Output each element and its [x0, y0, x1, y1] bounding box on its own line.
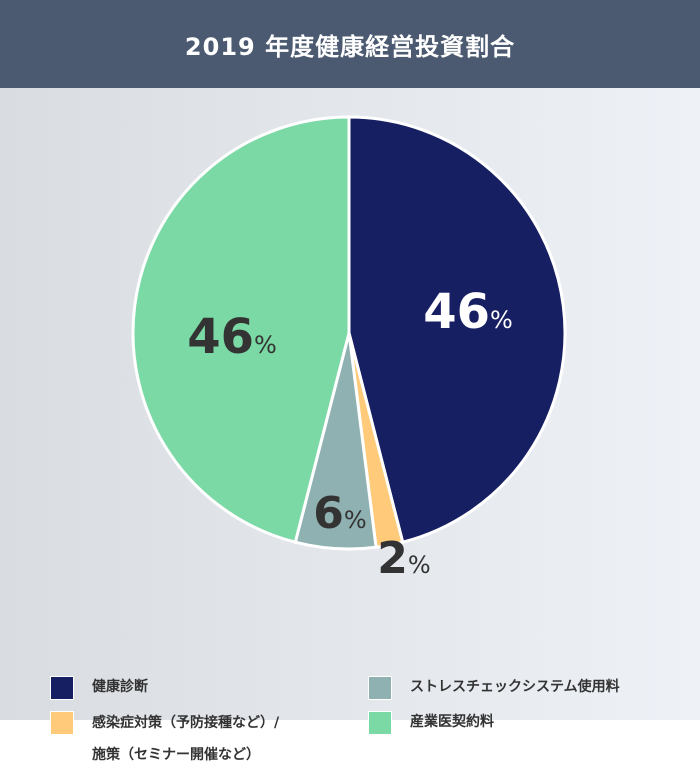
- chart-title: 2019 年度健康経営投資割合: [0, 0, 700, 88]
- legend-item-occupational-physician: 産業医契約料: [368, 711, 494, 737]
- legend-swatch: [50, 711, 74, 735]
- legend-swatch: [50, 676, 74, 700]
- legend-swatch: [368, 676, 392, 700]
- data-label: 46%: [423, 284, 513, 340]
- legend-item-infection: 感染症対策（予防接種など）/ 施策（セミナー開催など）: [50, 711, 280, 771]
- legend-label: 感染症対策（予防接種など）/: [92, 715, 280, 731]
- legend-label: 施策（セミナー開催など）: [92, 747, 260, 763]
- data-label: 6%: [313, 488, 366, 539]
- legend-label: ストレスチェックシステム使用料: [410, 679, 620, 695]
- legend-swatch: [368, 711, 392, 735]
- data-label: 2%: [377, 533, 430, 584]
- legend-label: 産業医契約料: [410, 714, 494, 730]
- pie-chart: 46% 2%6% 46%: [131, 115, 567, 584]
- pie-slice: [131, 115, 351, 545]
- data-label: 46%: [187, 309, 277, 365]
- pie-slice: [347, 115, 567, 545]
- legend-item-health-checkup: 健康診断: [50, 676, 148, 702]
- legend-item-stress-check: ストレスチェックシステム使用料: [368, 676, 620, 702]
- legend-label: 健康診断: [92, 679, 148, 695]
